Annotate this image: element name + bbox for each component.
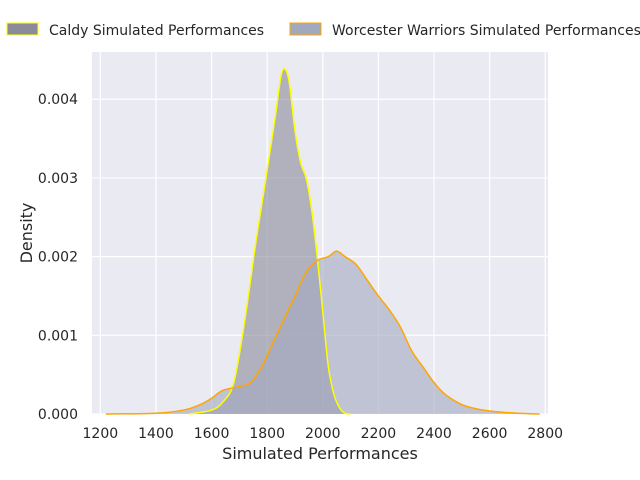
legend: Caldy Simulated Performances Worcester Wa…	[6, 22, 640, 39]
y-tick-label: 0.002	[38, 250, 78, 266]
y-tick-label: 0.003	[38, 171, 78, 187]
x-axis-title: Simulated Performances	[222, 444, 418, 463]
x-tick-label: 1800	[249, 426, 285, 442]
legend-swatch-1	[289, 22, 322, 36]
y-tick-labels: 0.000 0.001 0.002 0.003 0.004	[38, 92, 78, 423]
legend-label-0: Caldy Simulated Performances	[49, 23, 264, 39]
x-tick-label: 2600	[472, 426, 508, 442]
x-tick-labels: 1200 1400 1600 1800 2000 2200 2400 2600 2800	[83, 426, 564, 442]
density-outline-1	[105, 250, 540, 415]
x-tick-label: 2400	[416, 426, 452, 442]
y-axis-title: Density	[17, 203, 36, 264]
x-tick-label: 1200	[83, 426, 119, 442]
y-tick-label: 0.000	[38, 407, 78, 423]
y-tick-label: 0.004	[38, 92, 78, 108]
density-areas	[105, 67, 540, 415]
legend-label-1: Worcester Warriors Simulated Performance…	[332, 23, 640, 39]
y-tick-label: 0.001	[38, 328, 78, 344]
x-tick-label: 2000	[305, 426, 341, 442]
x-tick-label: 1400	[138, 426, 174, 442]
density-area-1	[105, 251, 540, 414]
density-outline-0	[189, 67, 351, 415]
x-tick-label: 2200	[361, 426, 397, 442]
legend-swatch-0	[6, 22, 39, 36]
x-tick-label: 2800	[527, 426, 563, 442]
x-tick-label: 1600	[194, 426, 230, 442]
